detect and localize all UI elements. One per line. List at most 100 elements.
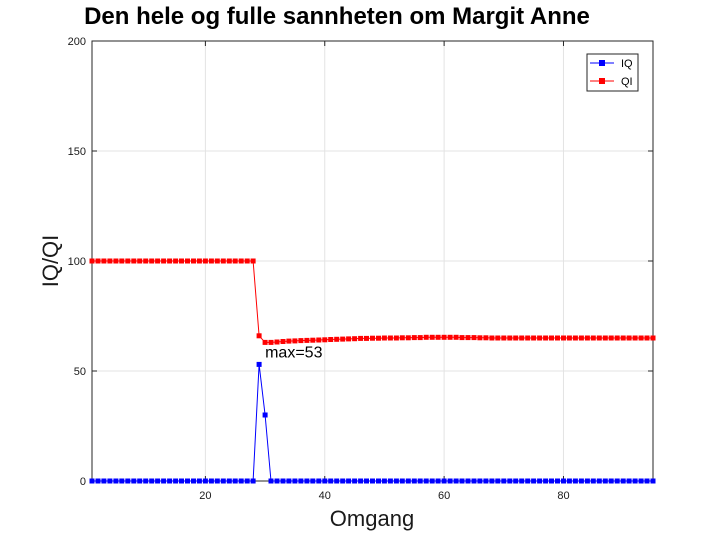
data-point-iq [566,478,572,484]
max-annotation: max=53 [265,344,322,361]
data-point-qi [346,336,352,342]
data-point-iq [298,478,304,484]
data-point-qi [161,258,167,264]
legend-label-iq: IQ [621,58,633,70]
data-point-qi [387,335,393,341]
data-point-qi [590,335,596,341]
data-point-qi [453,334,459,340]
series-qi [89,258,656,345]
data-point-iq [393,478,399,484]
data-point-qi [119,258,125,264]
series-iq [89,361,656,484]
data-point-qi [358,335,364,341]
data-point-iq [632,478,638,484]
data-point-qi [208,258,214,264]
data-point-iq [173,478,179,484]
data-point-qi [584,335,590,341]
data-point-qi [525,335,531,341]
data-point-iq [441,478,447,484]
data-point-iq [423,478,429,484]
data-point-iq [107,478,113,484]
data-point-qi [507,335,513,341]
data-point-qi [191,258,196,264]
data-point-iq [95,478,101,484]
data-point-qi [220,258,226,264]
data-point-qi [650,335,656,341]
data-point-qi [632,335,638,341]
data-point-qi [399,335,405,341]
data-point-qi [626,335,632,341]
data-point-qi [101,258,107,264]
data-point-qi [304,337,310,343]
data-point-qi [429,334,435,340]
data-point-iq [274,478,280,484]
data-point-qi [137,258,143,264]
data-point-iq [226,478,232,484]
data-point-iq [525,478,531,484]
x-axis-label: Omgang [330,506,414,531]
y-tick-label: 50 [74,366,86,378]
data-point-iq [471,478,477,484]
data-point-iq [513,478,519,484]
data-point-iq [161,478,167,484]
data-point-qi [644,335,650,341]
data-point-iq [244,478,250,484]
data-point-iq [340,478,346,484]
data-point-qi [489,335,495,341]
data-point-qi [417,335,423,341]
data-point-qi [519,335,525,341]
data-point-qi [316,337,322,343]
data-point-iq [620,478,626,484]
data-point-iq [614,478,620,484]
data-point-qi [596,335,602,341]
data-point-qi [268,339,274,345]
data-point-iq [477,478,483,484]
data-point-iq [459,478,465,484]
data-point-iq [334,478,340,484]
data-point-qi [280,339,286,344]
data-point-iq [262,412,268,418]
data-point-iq [220,478,226,484]
data-point-iq [155,478,161,484]
data-point-iq [149,478,155,484]
data-point-qi [113,258,119,264]
data-point-iq [495,478,501,484]
data-point-qi [638,335,644,341]
data-point-iq [447,478,453,484]
data-point-iq [644,478,650,484]
data-point-qi [292,338,298,344]
data-point-iq [483,478,489,484]
data-point-qi [477,335,483,341]
data-point-iq [638,478,644,484]
data-point-qi [543,335,549,341]
data-point-iq [584,478,590,484]
data-point-qi [549,335,554,341]
data-point-iq [137,478,143,484]
data-point-qi [513,335,519,341]
data-point-iq [549,478,554,484]
data-point-iq [316,478,322,484]
data-point-qi [405,335,411,341]
data-point-iq [167,478,173,484]
x-tick-label: 60 [438,490,450,502]
data-point-qi [310,337,316,343]
data-point-qi [107,258,113,264]
data-point-qi [602,335,608,341]
data-point-qi [244,258,250,264]
y-tick-label: 200 [68,36,86,48]
data-point-iq [596,478,602,484]
data-point-qi [393,335,399,341]
data-point-qi [149,258,155,264]
data-point-iq [119,478,125,484]
data-point-qi [370,335,375,341]
data-point-iq [381,478,387,484]
data-point-qi [322,337,328,343]
data-point-iq [578,478,584,484]
data-point-iq [489,478,495,484]
data-point-qi [173,258,179,264]
data-point-qi [155,258,161,264]
data-point-qi [352,336,358,342]
data-point-qi [531,335,537,341]
data-point-iq [250,478,256,484]
